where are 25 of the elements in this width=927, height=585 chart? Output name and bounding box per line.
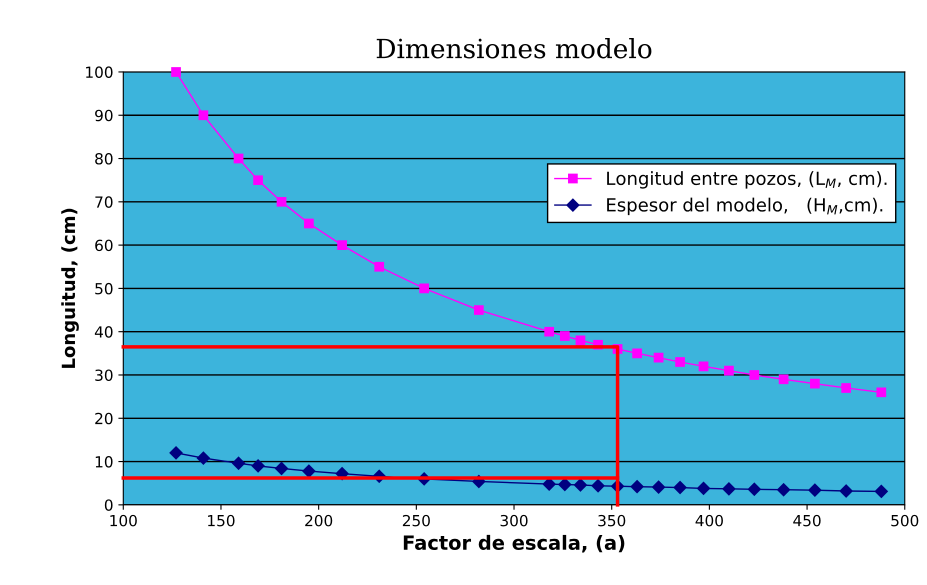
y-tick-label: 20 (95, 412, 113, 424)
x-tick-label: 500 (891, 514, 918, 526)
x-tick-label: 200 (305, 514, 332, 526)
y-axis-title: Longuitud, (cm) (61, 208, 79, 368)
y-tick-label: 60 (95, 240, 113, 252)
y-tick-label: 70 (95, 196, 113, 208)
y-tick-label: 0 (104, 499, 113, 511)
x-tick-label: 250 (402, 514, 430, 526)
y-tick-label: 80 (95, 153, 113, 165)
x-tick-label: 150 (208, 514, 235, 526)
legend-label: Longitud entre pozos, (L$_{M}$, cm). (607, 171, 886, 189)
y-tick-label: 50 (95, 282, 113, 294)
y-tick-label: 40 (94, 326, 113, 338)
y-tick-label: 10 (96, 456, 113, 468)
chart-title: Dimensiones modelo (376, 38, 652, 58)
x-axis-title: Factor de escala, (a) (404, 534, 624, 552)
x-tick-label: 350 (598, 514, 626, 526)
x-tick-label: 300 (500, 514, 528, 526)
y-tick-label: 100 (86, 66, 113, 78)
x-tick-label: 400 (696, 514, 723, 526)
y-tick-label: 30 (95, 369, 113, 382)
y-tick-label: 90 (95, 110, 113, 122)
x-tick-label: 450 (793, 514, 821, 526)
legend-label: Espesor del modelo, (H$_{M}$,cm). (607, 198, 882, 216)
x-tick-label: 100 (110, 514, 137, 526)
